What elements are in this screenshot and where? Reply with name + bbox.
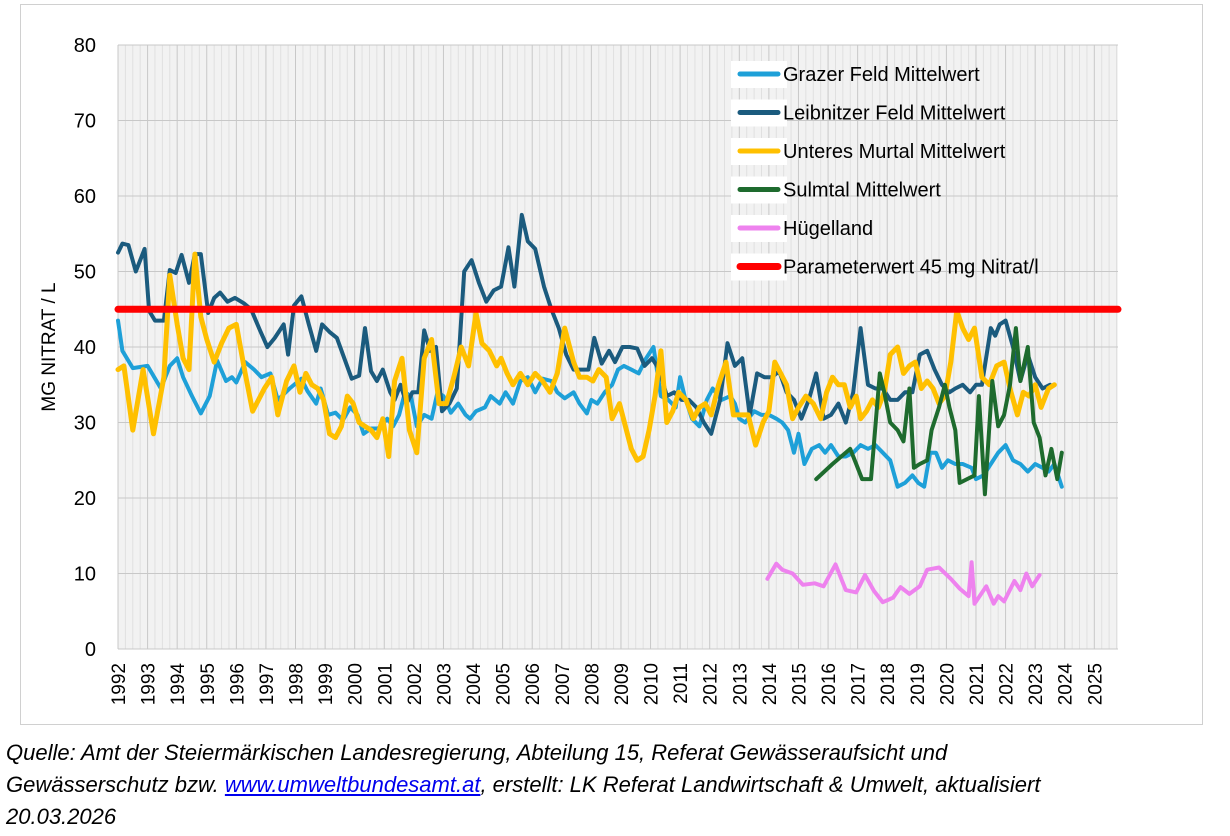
x-tick-label: 2021 (967, 663, 988, 705)
y-tick-label: 60 (74, 186, 96, 208)
x-tick-label: 2012 (701, 663, 722, 705)
caption-line-2-start: Gewässerschutz bzw. (6, 772, 225, 797)
x-tick-label: 2003 (434, 663, 455, 705)
x-tick-label: 2018 (878, 663, 899, 705)
x-tick-label: 2011 (671, 663, 692, 704)
y-tick-label: 20 (74, 488, 96, 510)
legend-label-5: Hügelland (783, 218, 873, 240)
chart-frame: 0 10 20 30 40 50 60 70 80 1992 1993 1994 1995 1996 199… (20, 4, 1203, 725)
series-line-2 (116, 212, 1052, 436)
y-tick-label: 10 (74, 564, 96, 586)
x-tick-label: 1997 (257, 663, 278, 705)
x-tick-label: 2023 (1026, 663, 1047, 705)
x-tick-label: 2010 (642, 663, 663, 705)
legend-label-3: Unteres Murtal Mittelwert (783, 141, 1006, 163)
x-tick-label: 1998 (287, 663, 308, 705)
x-tick-label: 2000 (346, 663, 367, 705)
x-tick-label: 2007 (553, 663, 574, 705)
series-line-3 (115, 251, 1057, 463)
x-tick-label: 2013 (730, 663, 751, 705)
x-tick-label: 2002 (405, 663, 426, 705)
x-tick-label: 2014 (760, 663, 781, 706)
caption-line-2: Gewässerschutz bzw. www.umweltbundesamt.… (6, 769, 1221, 801)
x-tick-label: 2019 (908, 663, 929, 705)
caption-line-1: Quelle: Amt der Steiermärkischen Landesr… (6, 740, 948, 765)
caption-line-2-end: , erstellt: LK Referat Landwirtschaft & … (480, 772, 1041, 797)
x-tick-label: 2001 (375, 663, 396, 705)
x-tick-label: 1999 (316, 663, 337, 705)
x-tick-label: 2022 (997, 663, 1018, 705)
source-caption: Quelle: Amt der Steiermärkischen Landesr… (6, 737, 1221, 833)
legend-label-4: Sulmtal Mittelwert (783, 180, 941, 202)
x-tick-label: 2015 (789, 663, 810, 705)
x-tick-label: 2024 (1056, 663, 1077, 706)
x-tick-label: 1994 (168, 663, 189, 706)
y-tick-label: 50 (74, 262, 96, 284)
legend-label-6: Parameterwert 45 mg Nitrat/l (783, 257, 1039, 279)
x-tick-label: 2025 (1085, 663, 1106, 705)
legend-label-1: Grazer Feld Mittelwert (783, 64, 980, 86)
caption-line-3: 20.03.2026 (6, 804, 117, 829)
y-tick-label: 0 (85, 639, 96, 661)
x-tick-label: 2009 (612, 663, 633, 705)
x-tick-label: 2005 (494, 663, 515, 705)
x-tick-label: 2006 (523, 663, 544, 705)
x-tick-label: 1993 (139, 663, 160, 705)
line-chart: 0 10 20 30 40 50 60 70 80 1992 1993 1994 1995 1996 199… (39, 35, 1122, 706)
x-tick-label: 1992 (109, 663, 130, 705)
series-line-1 (116, 318, 1064, 489)
x-tick-label: 2016 (819, 663, 840, 705)
x-tick-label: 2004 (464, 663, 485, 706)
x-tick-label: 2008 (582, 663, 603, 705)
y-tick-label: 30 (74, 413, 96, 435)
x-tick-label: 2020 (937, 663, 958, 705)
x-tick-label: 1996 (227, 663, 248, 705)
series-line-5 (765, 560, 1042, 606)
source-link[interactable]: www.umweltbundesamt.at (224, 772, 481, 797)
y-axis-label: MG NITRAT / L (39, 282, 60, 411)
x-tick-label: 2017 (849, 663, 870, 705)
y-tick-label: 70 (74, 111, 96, 133)
x-tick-label: 1995 (198, 663, 219, 705)
y-tick-label: 80 (74, 35, 96, 57)
y-tick-label: 40 (74, 337, 96, 359)
series-line-4 (814, 326, 1064, 497)
legend-label-2: Leibnitzer Feld Mittelwert (783, 103, 1006, 125)
